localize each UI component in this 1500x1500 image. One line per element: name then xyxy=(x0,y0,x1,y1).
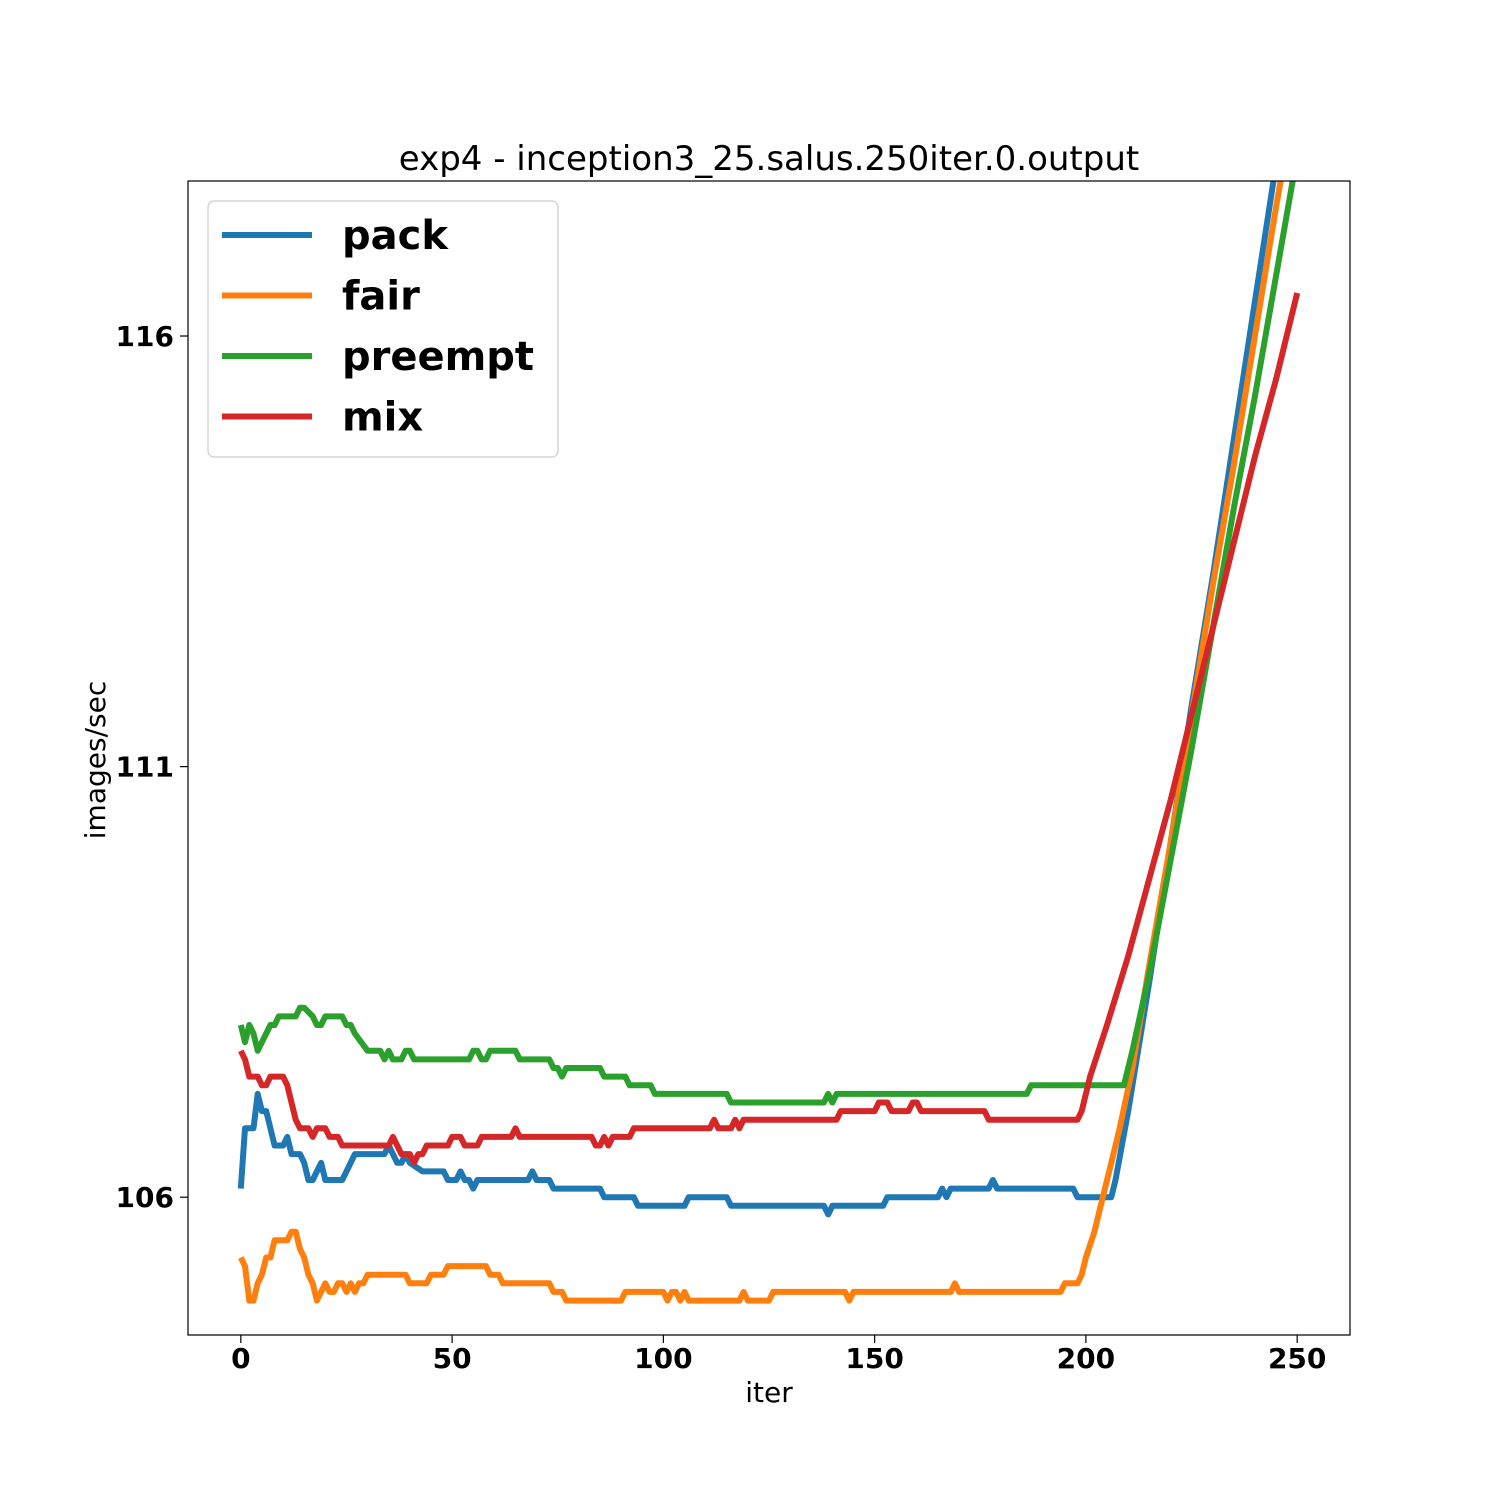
x-tick-label: 100 xyxy=(634,1342,692,1375)
legend-label-preempt: preempt xyxy=(342,334,534,380)
chart-title: exp4 - inception3_25.salus.250iter.0.out… xyxy=(399,139,1139,179)
legend-box xyxy=(207,200,559,458)
y-tick-label: 116 xyxy=(116,320,174,353)
x-axis-label: iter xyxy=(745,1376,793,1409)
series-lines xyxy=(237,181,1301,1304)
legend: pack fair preempt mix xyxy=(207,200,559,458)
x-tick-label: 200 xyxy=(1057,1342,1115,1375)
plot-frame xyxy=(187,180,1351,1336)
x-axis-ticks: 0 50 100 150 200 250 xyxy=(231,1335,1326,1375)
legend-label-mix: mix xyxy=(342,395,423,441)
x-tick-label: 0 xyxy=(231,1342,250,1375)
y-tick-label: 111 xyxy=(116,751,174,784)
legend-label-fair: fair xyxy=(342,274,420,320)
series-line-fair xyxy=(238,181,1284,1304)
series-line-mix xyxy=(238,292,1301,1166)
series-line-preempt xyxy=(237,181,1296,1106)
y-axis-label: images/sec xyxy=(79,681,112,839)
x-tick-label: 150 xyxy=(845,1342,903,1375)
y-axis-ticks: 106 111 116 xyxy=(116,320,188,1214)
x-tick-label: 50 xyxy=(433,1342,472,1375)
series-line-pack xyxy=(237,181,1277,1218)
legend-label-pack: pack xyxy=(342,213,449,259)
y-tick-label: 106 xyxy=(116,1181,174,1214)
x-tick-label: 250 xyxy=(1268,1342,1326,1375)
